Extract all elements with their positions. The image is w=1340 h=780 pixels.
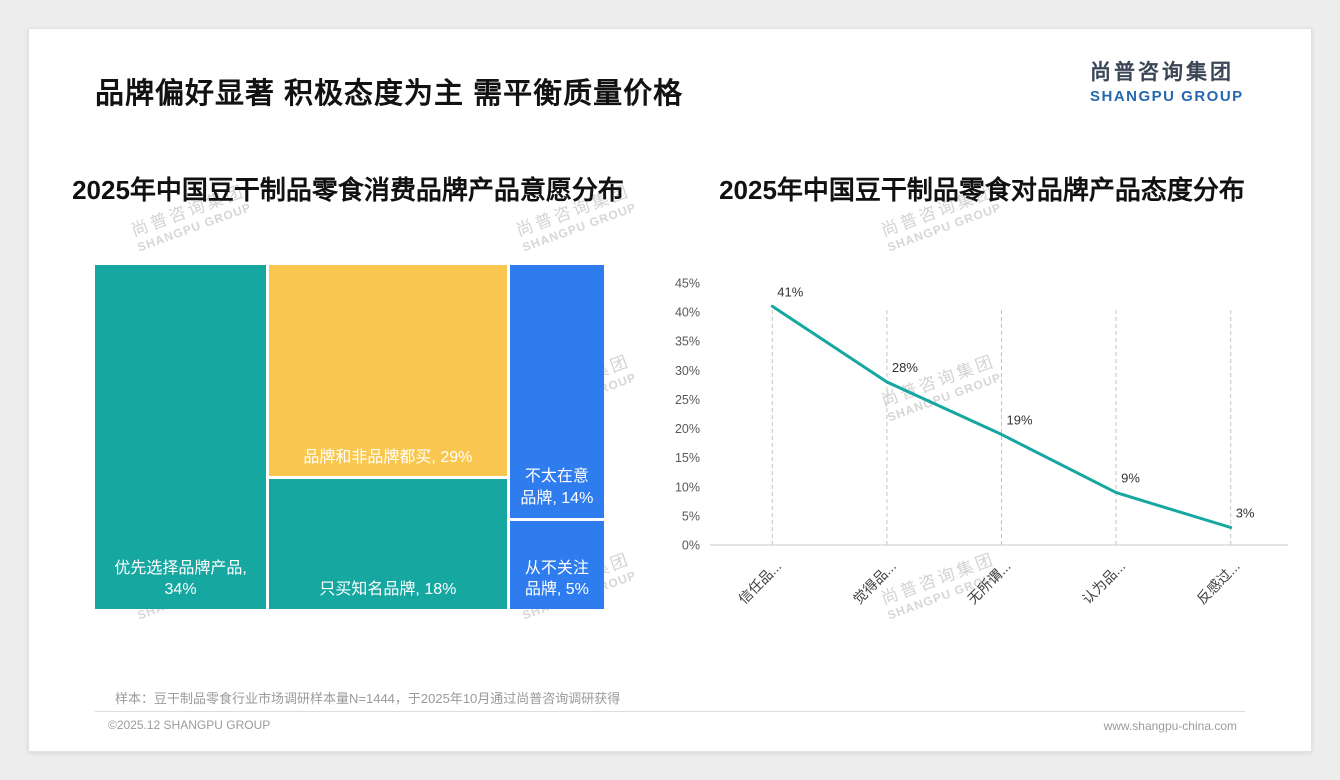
line-chart-title: 2025年中国豆干制品零食对品牌产品态度分布 — [719, 175, 1245, 205]
treemap-block-1: 优先选择品牌产品, 34% — [95, 265, 267, 609]
logo: 尚普咨询集团 SHANGPU GROUP — [1090, 56, 1244, 105]
y-tick-label: 40% — [675, 306, 700, 320]
treemap-block-label: 从不关注品牌, 5% — [524, 559, 589, 599]
treemap-chart: 优先选择品牌产品, 34% 品牌和非品牌都买, 29% 只买知名品牌, 18% 不太在… — [95, 265, 607, 612]
y-tick-label: 10% — [675, 480, 700, 494]
treemap-block-2: 品牌和非品牌都买, 29% — [269, 265, 507, 477]
page-title: 品牌偏好显著 积极态度为主 需平衡质量价格 — [95, 78, 684, 110]
point-label: 9% — [1121, 471, 1140, 486]
x-category-label: 觉得品... — [850, 558, 899, 607]
y-tick-label: 5% — [682, 509, 700, 523]
treemap-block-label: 品牌和非品牌都买, 29% — [303, 448, 473, 466]
footer-website: www.shangpu-china.com — [1103, 719, 1237, 733]
y-tick-label: 0% — [682, 539, 700, 553]
x-category-label: 信任品... — [735, 558, 784, 607]
point-label: 41% — [777, 284, 803, 299]
x-category-label: 认为品... — [1079, 558, 1128, 607]
point-label: 19% — [1007, 412, 1033, 427]
logo-chinese-text: 尚普咨询集团 — [1090, 61, 1234, 84]
footer-divider — [95, 711, 1245, 712]
x-category-label: 无所谓... — [964, 558, 1013, 607]
treemap-block-3: 只买知名品牌, 18% — [269, 479, 507, 609]
point-label: 3% — [1236, 506, 1255, 521]
y-tick-label: 20% — [675, 422, 700, 436]
y-tick-label: 30% — [675, 364, 700, 378]
sample-footnote: 样本：豆干制品零食行业市场调研样本量N=1444，于2025年10月通过尚普咨询… — [115, 691, 621, 706]
y-tick-label: 35% — [675, 335, 700, 349]
treemap-block-4: 不太在意品牌, 14% — [509, 265, 604, 518]
treemap-block-label: 优先选择品牌产品, 34% — [114, 559, 247, 599]
y-tick-label: 45% — [675, 277, 700, 291]
line-chart: 0% 5% 10% 15% 20% 25% 30% 35% 40% 45% 41% 28% 19% 9% 3… — [675, 277, 1288, 607]
treemap-block-label: 不太在意品牌, 14% — [520, 468, 594, 508]
y-tick-label: 15% — [675, 451, 700, 465]
treemap-block-5: 从不关注品牌, 5% — [509, 520, 604, 609]
footer-copyright: ©2025.12 SHANGPU GROUP — [108, 718, 271, 732]
trend-line — [770, 304, 1233, 529]
logo-english-text: SHANGPU GROUP — [1090, 88, 1244, 105]
y-tick-label: 25% — [675, 393, 700, 407]
treemap-chart-title: 2025年中国豆干制品零食消费品牌产品意愿分布 — [72, 175, 624, 205]
point-label: 28% — [892, 360, 918, 375]
x-category-label: 反感过... — [1194, 558, 1243, 607]
treemap-block-label: 只买知名品牌, 18% — [319, 581, 457, 599]
